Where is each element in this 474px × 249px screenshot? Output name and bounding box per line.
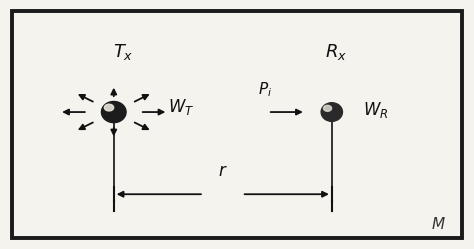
Ellipse shape — [323, 105, 332, 111]
Text: $T_x$: $T_x$ — [113, 42, 134, 62]
Ellipse shape — [321, 103, 342, 122]
Text: $P_i$: $P_i$ — [258, 80, 273, 99]
Ellipse shape — [104, 104, 114, 111]
Ellipse shape — [101, 102, 126, 123]
Text: $r$: $r$ — [218, 163, 228, 180]
FancyBboxPatch shape — [12, 11, 462, 238]
Text: $\mathit{M}$: $\mathit{M}$ — [431, 216, 446, 232]
Text: $W_R$: $W_R$ — [363, 100, 388, 120]
Text: $W_T$: $W_T$ — [168, 97, 194, 117]
Text: $R_x$: $R_x$ — [326, 42, 347, 62]
